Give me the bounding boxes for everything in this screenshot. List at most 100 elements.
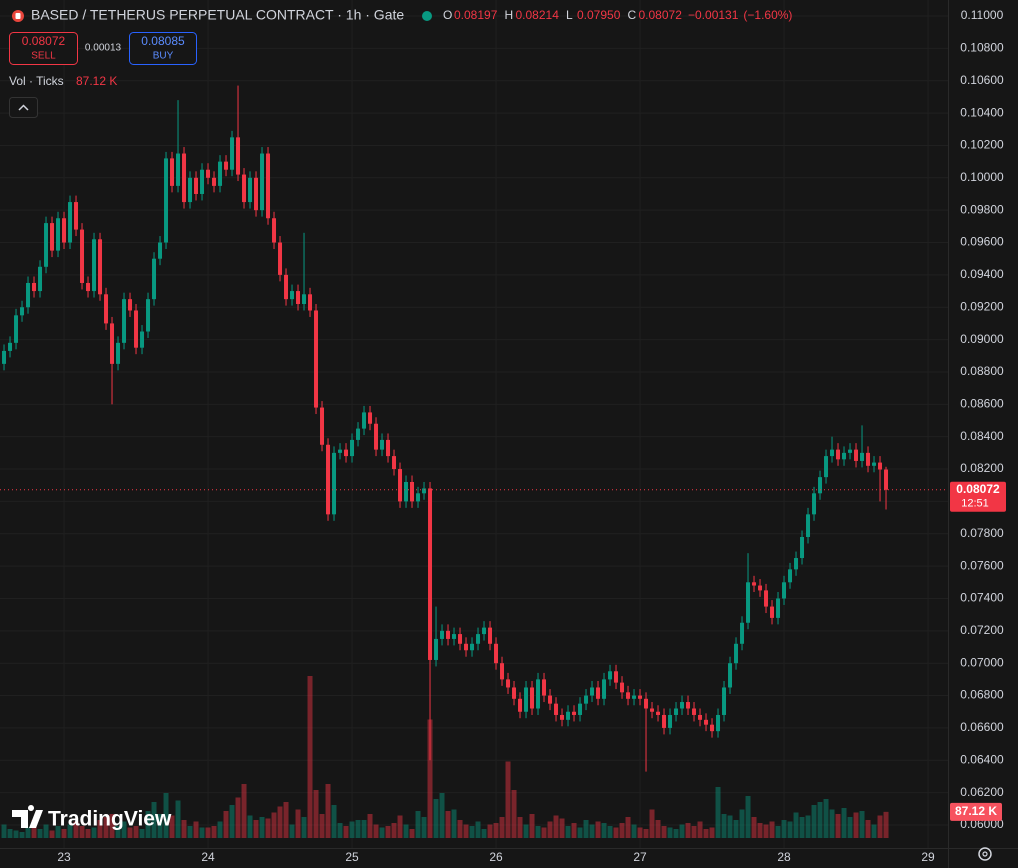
volume-bar [205, 827, 211, 838]
candle-body [422, 488, 427, 494]
candle-body [260, 153, 265, 211]
volume-bar [139, 829, 145, 838]
volume-bar [247, 815, 253, 838]
y-tick-label: 0.07200 [960, 623, 1004, 637]
buy-price[interactable]: 0.08085 [141, 34, 185, 48]
volume-bar [823, 799, 829, 838]
candle-body [290, 291, 295, 300]
candle-body [416, 493, 421, 502]
candle-body [854, 449, 859, 461]
candle-body [638, 695, 643, 699]
legend-key: O [443, 8, 452, 22]
sell-price[interactable]: 0.08072 [22, 34, 66, 48]
volume-bar [355, 820, 361, 838]
sell-button[interactable] [9, 32, 78, 65]
volume-bar [319, 814, 325, 838]
volume-bar [493, 823, 499, 838]
candle-body [668, 714, 673, 728]
candle-body [284, 274, 289, 300]
volume-bar [547, 821, 553, 838]
candle-body [470, 643, 475, 651]
volume-bar [331, 805, 337, 838]
settings-icon [982, 851, 988, 857]
candle-body [500, 663, 505, 680]
volume-bar [553, 815, 559, 838]
volume-bar [91, 827, 97, 838]
candle-body [158, 242, 163, 259]
candle-body [596, 687, 601, 699]
volume-bar [1, 824, 7, 838]
volume-bar [805, 815, 811, 838]
candle-body [86, 282, 91, 292]
candle-body [584, 695, 589, 704]
candle-body [8, 342, 13, 351]
volume-bar [865, 820, 871, 838]
volume-bar [433, 799, 439, 838]
settings-button[interactable] [978, 847, 992, 861]
candle-body [614, 671, 619, 683]
market-status[interactable] [422, 11, 432, 21]
candle-body [716, 714, 721, 732]
candle-body [626, 692, 631, 699]
volume-bar [715, 787, 721, 838]
candle-body [116, 342, 121, 364]
candle-body [434, 638, 439, 660]
candle-body [128, 299, 133, 311]
volume-bar [169, 815, 175, 838]
candle-body [776, 598, 781, 618]
candle-body [824, 456, 829, 478]
buy-label[interactable]: BUY [153, 51, 174, 62]
collapse-button[interactable] [9, 97, 38, 118]
candles [0, 85, 948, 772]
axes: 0.060000.062000.064000.066000.068000.070… [57, 8, 1006, 864]
y-tick-label: 0.07000 [960, 655, 1004, 669]
volume-bar [301, 817, 307, 838]
volume-bar [463, 824, 469, 838]
candle-body [146, 299, 151, 332]
volume-bar [19, 832, 25, 838]
candle-body [818, 477, 823, 494]
volume-bar [829, 809, 835, 838]
candle-body [632, 695, 637, 699]
volume-bar [589, 824, 595, 838]
symbol-title[interactable]: BASED / TETHERUS PERPETUAL CONTRACT · 1h… [31, 7, 404, 23]
candle-body [482, 627, 487, 635]
sell-label[interactable]: SELL [31, 51, 56, 62]
candle-body [752, 582, 757, 586]
volume-bar [793, 812, 799, 838]
candle-body [380, 439, 385, 450]
candle-body [806, 514, 811, 537]
candle-body [236, 137, 241, 175]
volume-bar [853, 812, 859, 838]
volume-bar [439, 793, 445, 838]
candle-body [884, 469, 889, 490]
candle-body [326, 444, 331, 515]
volume-bar [577, 827, 583, 838]
volume-bar [541, 827, 547, 838]
legend-value: 0.08072 [639, 8, 683, 22]
buy-button[interactable] [129, 32, 197, 65]
volume-bar [85, 829, 91, 838]
candle-body [746, 582, 751, 623]
candle-body [770, 606, 775, 618]
candle-body [38, 266, 43, 292]
volume-bar [529, 814, 535, 838]
volume-bar [253, 820, 259, 838]
candle-body [374, 423, 379, 450]
volume-bar [877, 815, 883, 838]
volume-bar [703, 829, 709, 838]
volume-bar [667, 827, 673, 838]
candle-body [314, 310, 319, 408]
y-tick-label: 0.09800 [960, 202, 1004, 216]
volume-bar [871, 824, 877, 838]
volume-bar [415, 811, 421, 838]
volume-bar [655, 820, 661, 838]
y-tick-label: 0.10200 [960, 138, 1004, 152]
volume-bar [379, 827, 385, 838]
volume-bar [199, 827, 205, 838]
volume-legend-name[interactable]: Vol · Ticks [9, 74, 64, 88]
candle-body [728, 663, 733, 688]
candle-body [332, 452, 337, 515]
volume-bar [631, 824, 637, 838]
